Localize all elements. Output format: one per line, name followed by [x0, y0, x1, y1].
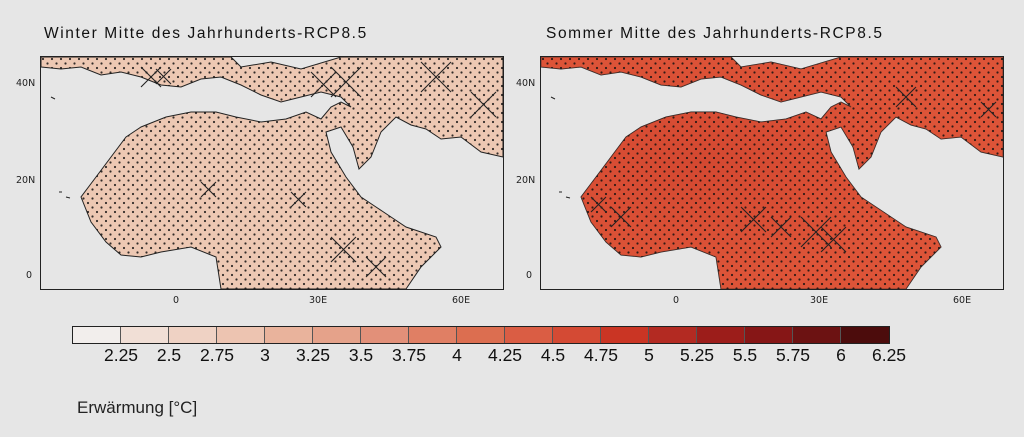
y-tick-right-40n: 40N — [516, 78, 536, 89]
dot-pattern-icon — [41, 57, 503, 289]
colorbar-cell — [361, 327, 409, 343]
dot-pattern-icon — [541, 57, 1003, 289]
left-map-title: Winter Mitte des Jahrhunderts-RCP8.5 — [44, 25, 368, 42]
colorbar-cell — [841, 327, 889, 343]
colorbar-cell — [409, 327, 457, 343]
colorbar-cell — [601, 327, 649, 343]
colorbar-cell — [217, 327, 265, 343]
colorbar-label: 6.25 — [871, 345, 907, 365]
colorbar-label: 2.25 — [103, 345, 139, 365]
colorbar — [72, 326, 890, 344]
colorbar-label: 5 — [644, 345, 654, 365]
right-map-title: Sommer Mitte des Jahrhunderts-RCP8.5 — [546, 25, 884, 42]
colorbar-cell — [745, 327, 793, 343]
colorbar-cell — [313, 327, 361, 343]
colorbar-cell — [697, 327, 745, 343]
legend-title: Erwärmung [°C] — [77, 398, 198, 417]
colorbar-label: 5.25 — [679, 345, 715, 365]
summer-map — [540, 56, 1004, 290]
x-tick-left-60e: 60E — [452, 295, 471, 306]
colorbar-label: 2.5 — [156, 345, 182, 365]
colorbar-cell — [265, 327, 313, 343]
colorbar-cell — [505, 327, 553, 343]
colorbar-cell — [649, 327, 697, 343]
colorbar-label: 3.5 — [348, 345, 374, 365]
colorbar-label: 4 — [452, 345, 462, 365]
x-tick-right-60e: 60E — [953, 295, 972, 306]
cross-hatch-icon — [140, 61, 497, 278]
y-tick-right-20n: 20N — [516, 175, 536, 186]
colorbar-label: 3.75 — [391, 345, 427, 365]
winter-map — [40, 56, 504, 290]
cross-hatch-icon — [590, 86, 997, 253]
x-tick-right-0: 0 — [673, 295, 680, 306]
colorbar-cell — [169, 327, 217, 343]
colorbar-cell — [553, 327, 601, 343]
y-tick-right-0: 0 — [526, 270, 533, 281]
summer-map-svg — [541, 57, 1003, 289]
colorbar-label: 2.75 — [199, 345, 235, 365]
colorbar-cell — [457, 327, 505, 343]
x-tick-left-0: 0 — [173, 295, 180, 306]
colorbar-label: 5.75 — [775, 345, 811, 365]
colorbar-label: 5.5 — [732, 345, 758, 365]
colorbar-cell — [793, 327, 841, 343]
y-tick-left-40n: 40N — [16, 78, 36, 89]
y-tick-left-20n: 20N — [16, 175, 36, 186]
winter-map-svg — [41, 57, 503, 289]
colorbar-label: 4.75 — [583, 345, 619, 365]
x-tick-right-30e: 30E — [810, 295, 829, 306]
coastline-fragment — [550, 96, 571, 199]
x-tick-left-30e: 30E — [309, 295, 328, 306]
colorbar-cell — [121, 327, 169, 343]
colorbar-cell — [73, 327, 121, 343]
colorbar-label: 3 — [260, 345, 270, 365]
coastline-fragment — [50, 96, 71, 199]
colorbar-label: 3.25 — [295, 345, 331, 365]
y-tick-left-0: 0 — [26, 270, 33, 281]
colorbar-label: 4.5 — [540, 345, 566, 365]
colorbar-label: 6 — [836, 345, 846, 365]
colorbar-label: 4.25 — [487, 345, 523, 365]
